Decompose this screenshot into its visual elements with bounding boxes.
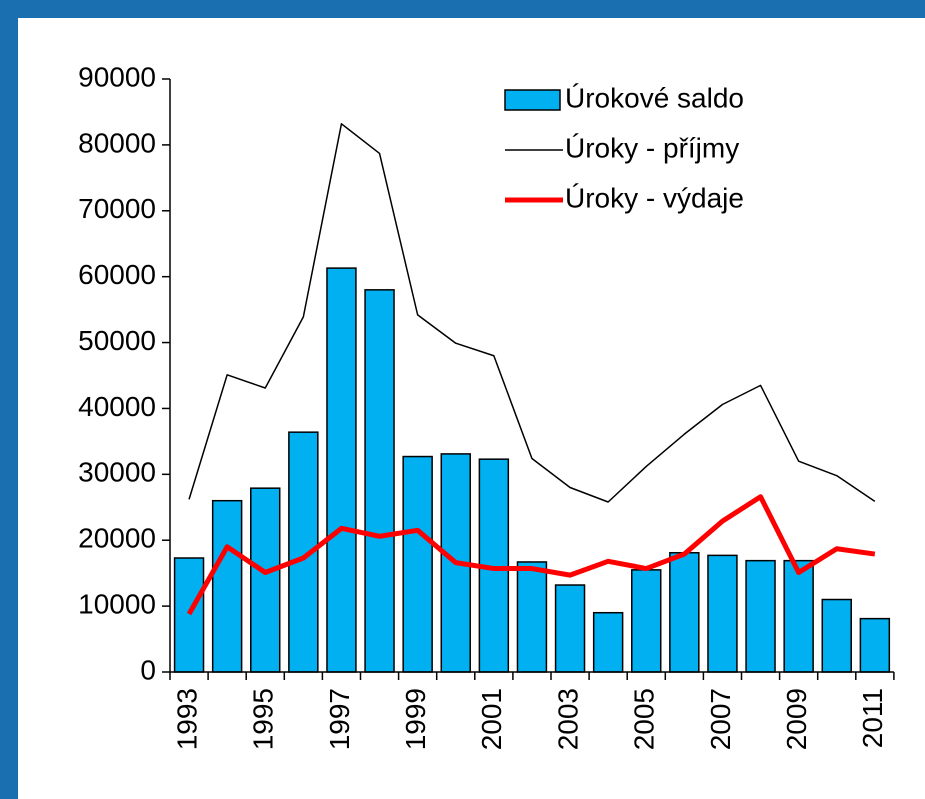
x-tick-label: 1993 bbox=[171, 688, 202, 750]
bar bbox=[326, 267, 357, 673]
y-tick-label: 70000 bbox=[78, 193, 156, 224]
x-tick-label: 2007 bbox=[705, 688, 736, 750]
y-tick-label: 90000 bbox=[78, 61, 156, 92]
x-tick-label: 2001 bbox=[476, 688, 507, 750]
bar bbox=[402, 455, 433, 673]
bar bbox=[707, 554, 738, 673]
y-tick-label: 30000 bbox=[78, 457, 156, 488]
y-tick-label: 80000 bbox=[78, 127, 156, 158]
x-tick-label: 2011 bbox=[857, 688, 888, 748]
y-tick-label: 10000 bbox=[78, 589, 156, 620]
legend-swatch bbox=[504, 89, 561, 111]
x-tick-label: 1997 bbox=[324, 688, 355, 750]
bar bbox=[554, 584, 586, 673]
bar bbox=[631, 569, 662, 673]
bar bbox=[364, 289, 395, 673]
y-tick-label: 60000 bbox=[78, 259, 156, 290]
legend-label: Úroky - výdaje bbox=[565, 182, 744, 213]
x-tick-label: 2009 bbox=[781, 688, 812, 750]
bar bbox=[592, 611, 624, 673]
x-tick-label: 2005 bbox=[629, 688, 660, 750]
bar bbox=[173, 557, 205, 673]
bar bbox=[783, 559, 814, 673]
y-tick-label: 20000 bbox=[78, 523, 156, 554]
y-tick-label: 0 bbox=[140, 654, 156, 685]
x-tick-label: 1999 bbox=[400, 688, 431, 750]
x-tick-label: 1995 bbox=[248, 688, 279, 750]
bar bbox=[211, 499, 243, 673]
bar bbox=[669, 551, 700, 673]
x-tick-label: 2003 bbox=[552, 688, 583, 750]
legend-label: Úrokové saldo bbox=[565, 82, 744, 113]
line bbox=[186, 494, 876, 616]
bar bbox=[821, 598, 852, 673]
y-tick-label: 50000 bbox=[78, 325, 156, 356]
legend-label: Úroky - příjmy bbox=[565, 132, 739, 163]
bar bbox=[516, 561, 548, 673]
bar bbox=[859, 617, 891, 673]
bar bbox=[250, 487, 281, 673]
bar bbox=[745, 559, 776, 673]
line bbox=[188, 123, 876, 503]
y-tick-label: 40000 bbox=[78, 391, 156, 422]
